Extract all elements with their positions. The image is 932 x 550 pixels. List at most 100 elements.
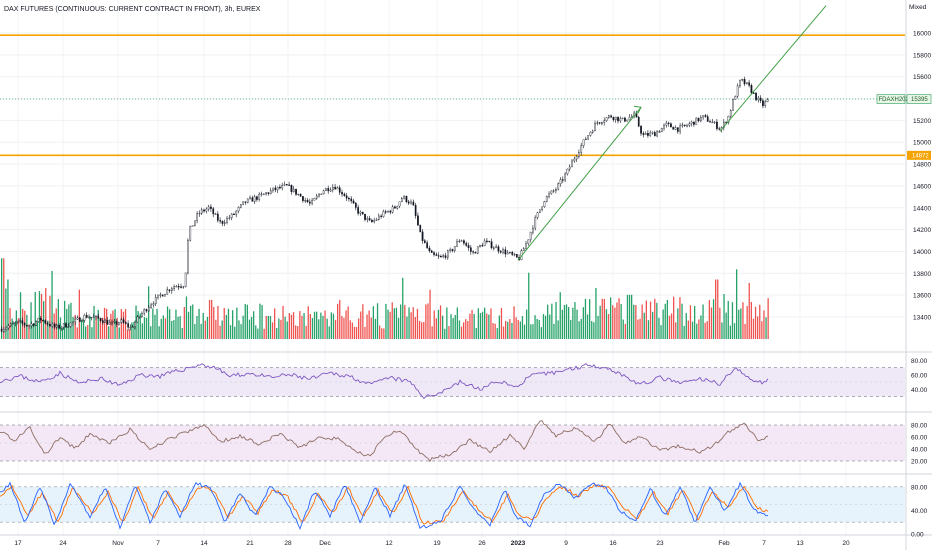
volume-bar (299, 311, 301, 339)
symbol-tag: FDAXH2023 (879, 97, 913, 103)
volume-bar (267, 315, 269, 339)
volume-bar (19, 292, 22, 339)
candle-body (759, 97, 762, 101)
volume-bar (544, 315, 547, 339)
volume-bar (57, 299, 59, 339)
candle-body (479, 245, 481, 247)
volume-bar (631, 294, 633, 339)
candle-body (458, 240, 461, 243)
volume-bar (215, 319, 217, 339)
candle-body (656, 131, 658, 137)
volume-bar (171, 320, 173, 339)
volume-bar (379, 325, 381, 339)
volume-bar (72, 316, 74, 339)
candle-body (428, 247, 431, 252)
candle-body (290, 185, 293, 192)
candle-body (283, 184, 286, 186)
volume-bar (309, 314, 311, 339)
candle-body (281, 185, 284, 189)
time-tick-label: 23 (656, 540, 664, 547)
candle-body (111, 322, 113, 324)
volume-bar (206, 316, 209, 339)
candle-body (127, 323, 129, 328)
chart-title: DAX FUTURES (CONTINUOUS: CURRENT CONTRAC… (4, 6, 261, 13)
candle-body (389, 210, 392, 213)
candle-body (566, 168, 569, 175)
volume-bar (194, 324, 196, 339)
volume-bar (246, 304, 248, 339)
volume-bar (742, 302, 744, 339)
candle-body (129, 326, 132, 329)
candle-body (214, 213, 217, 215)
volume-bar (381, 328, 383, 339)
volume-bar (507, 321, 509, 339)
mixed-scale-label[interactable]: Mixed (909, 4, 927, 11)
indicator-tick-label: 80.00 (911, 358, 928, 365)
candle-body (297, 193, 300, 196)
volume-bar (689, 305, 692, 339)
volume-bar (572, 307, 574, 339)
volume-bar (429, 289, 431, 339)
candle-body (239, 204, 242, 208)
time-tick-label: 7 (156, 540, 160, 547)
candle-body (667, 122, 670, 125)
volume-bar (475, 328, 477, 339)
price-tick-label: 13400 (913, 315, 931, 322)
volume-bar (704, 322, 706, 339)
time-tick-label: Dec (319, 540, 331, 547)
candle-body (216, 213, 219, 221)
candle-body (78, 317, 81, 322)
volume-bar (454, 315, 456, 339)
volume-bar (185, 296, 188, 339)
volume-bar (376, 303, 379, 339)
trendline (517, 106, 642, 261)
volume-bar (488, 314, 490, 339)
volume-bar (463, 322, 465, 339)
candle-body (134, 321, 136, 328)
candle-body (212, 208, 215, 215)
volume-bar (603, 298, 605, 339)
volume-bar (160, 318, 162, 339)
volume-bar (534, 315, 536, 339)
volume-bar (532, 324, 534, 339)
time-tick-label: 2023 (511, 540, 526, 547)
volume-bar (232, 310, 234, 339)
candle-body (118, 322, 120, 325)
volume-bar (276, 327, 278, 339)
volume-bar (710, 307, 713, 339)
volume-bar (353, 326, 356, 339)
volume-bar (3, 258, 5, 339)
volume-bar (347, 306, 349, 339)
last-price-tag-box (906, 94, 932, 104)
volume-bar (610, 297, 612, 339)
volume-bar (28, 324, 30, 339)
candle-body (594, 123, 596, 132)
volume-bar (110, 313, 112, 339)
indicator-bands (0, 367, 905, 523)
candle-body (683, 124, 686, 126)
time-tick-label: 26 (478, 540, 486, 547)
volume-bar (477, 308, 479, 339)
candle-body (589, 132, 592, 136)
time-tick-label: Feb (718, 540, 730, 547)
candle-body (53, 323, 56, 328)
candle-body (658, 131, 661, 133)
volume-bar (645, 300, 647, 339)
trendlines (517, 5, 827, 261)
volume-bar (154, 314, 156, 339)
candle-body (253, 196, 256, 202)
candle-body (184, 272, 187, 287)
time-tick-label: 17 (14, 540, 22, 547)
volume-bar (82, 319, 85, 339)
candle-body (329, 189, 332, 192)
candle-body (674, 127, 677, 130)
volume-bars (1, 258, 769, 339)
volume-bar (540, 327, 542, 339)
volume-bar (292, 312, 295, 339)
candle-body (311, 199, 313, 204)
candle-body (463, 240, 465, 244)
volume-bar (733, 323, 736, 339)
candle-body (113, 321, 116, 323)
candle-body (723, 121, 725, 128)
